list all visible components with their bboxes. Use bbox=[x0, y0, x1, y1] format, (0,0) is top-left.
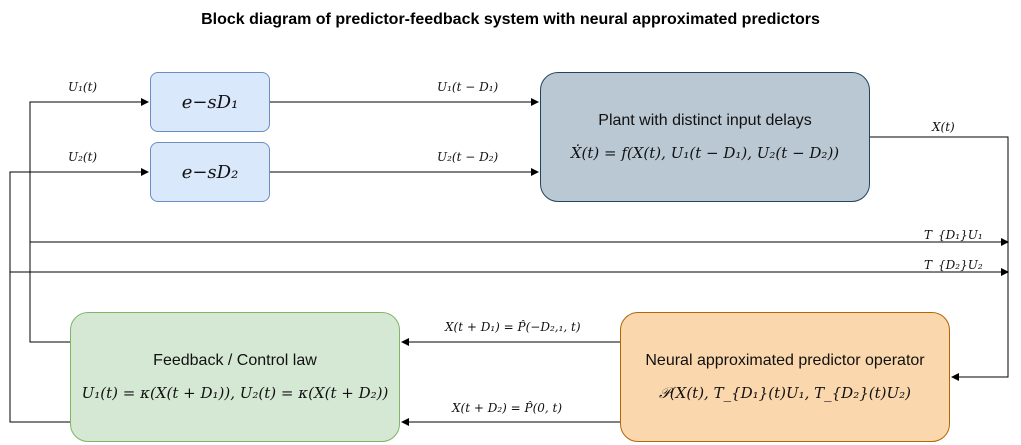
predictor-equation: 𝒫(X(t), T_{D₁}(t)U₁, T_{D₂}(t)U₂) bbox=[658, 384, 912, 402]
u1-label: U₁(t) bbox=[68, 80, 98, 94]
u2-line bbox=[9, 168, 149, 423]
delay2-block: e−sD₂ bbox=[150, 142, 270, 202]
plant-block: Plant with distinct input delays Ẋ(t) = … bbox=[540, 72, 870, 202]
td1u1-label: T_{D₁}U₁ bbox=[924, 228, 983, 242]
controller-title: Feedback / Control law bbox=[153, 352, 317, 369]
predictor-block: Neural approximated predictor operator 𝒫… bbox=[620, 312, 950, 442]
plant-equation: Ẋ(t) = f(X(t), U₁(t − D₁), U₂(t − D₂)) bbox=[570, 144, 840, 162]
u1-delayed-label: U₁(t − D₁) bbox=[437, 80, 499, 94]
delay1-text: e−sD₁ bbox=[181, 91, 239, 113]
td2u2-label: T_{D₂}U₂ bbox=[924, 258, 983, 272]
x-label: X(t) bbox=[932, 120, 955, 134]
u2-delayed-label: U₂(t − D₂) bbox=[437, 150, 499, 164]
delay1-block: e−sD₁ bbox=[150, 72, 270, 132]
diagram-title: Block diagram of predictor-feedback syst… bbox=[201, 11, 820, 28]
plant-title: Plant with distinct input delays bbox=[598, 112, 812, 129]
pred2-label: X(t + D₂) = P̂(0, t) bbox=[452, 401, 563, 415]
delay2-text: e−sD₂ bbox=[181, 161, 239, 183]
predictor-title: Neural approximated predictor operator bbox=[645, 352, 925, 369]
controller-equation: U₁(t) = κ(X(t + D₁)), U₂(t) = κ(X(t + D₂… bbox=[81, 384, 389, 402]
state-line bbox=[870, 136, 1009, 381]
u1-line bbox=[29, 98, 149, 343]
u2-label: U₂(t) bbox=[68, 150, 98, 164]
pred1-label: X(t + D₁) = P̂(−D₂,₁, t) bbox=[445, 320, 581, 334]
controller-block: Feedback / Control law U₁(t) = κ(X(t + D… bbox=[70, 312, 400, 442]
